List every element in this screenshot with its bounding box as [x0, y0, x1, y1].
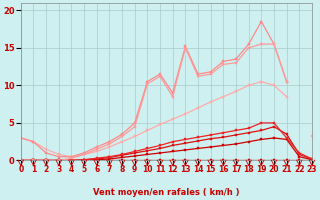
X-axis label: Vent moyen/en rafales ( km/h ): Vent moyen/en rafales ( km/h ) — [93, 188, 240, 197]
